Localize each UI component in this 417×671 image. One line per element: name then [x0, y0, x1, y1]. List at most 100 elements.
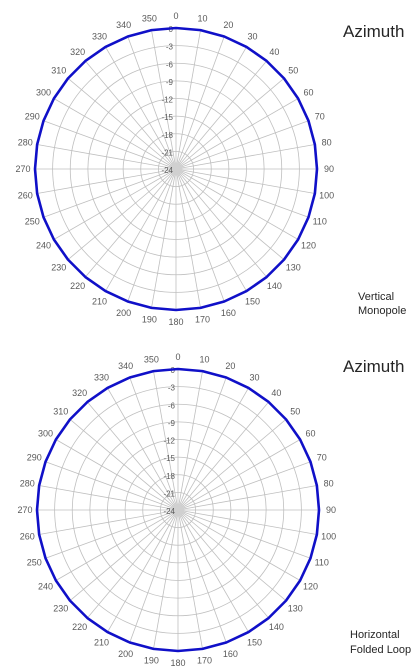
- grid-spoke: [175, 168, 225, 302]
- grid-spoke: [175, 98, 299, 170]
- angle-tick-label: 250: [27, 557, 42, 567]
- pattern-point: [36, 509, 38, 511]
- angle-tick-label: 290: [27, 453, 42, 463]
- pattern-point: [201, 647, 204, 650]
- pattern-point: [299, 438, 302, 441]
- grid-spoke: [105, 46, 177, 170]
- grid-spoke: [175, 120, 309, 170]
- angle-tick-label: 210: [92, 297, 107, 307]
- pattern-point: [86, 401, 89, 403]
- angle-tick-label: 320: [72, 388, 87, 398]
- pattern-point: [52, 238, 55, 241]
- pattern-point: [177, 650, 179, 652]
- grid-spoke: [127, 36, 177, 170]
- angle-tick-label: 90: [324, 164, 334, 174]
- pattern-point: [84, 276, 87, 278]
- radial-tick-labels: 0-3-6-9-12-15-18-21-24: [163, 366, 175, 516]
- angle-tick-label: 280: [20, 478, 35, 488]
- angle-tick-label: 200: [118, 649, 133, 659]
- grid-spoke: [177, 377, 227, 511]
- grid-spoke: [69, 509, 179, 601]
- pattern-point: [283, 258, 285, 261]
- pattern-point: [175, 309, 177, 311]
- pattern-point: [38, 533, 41, 536]
- pattern-point: [313, 143, 316, 146]
- angle-tick-label: 120: [303, 582, 318, 592]
- angle-tick-label: 160: [223, 649, 238, 659]
- radial-tick-label: -12: [161, 96, 173, 105]
- grid-spoke: [55, 439, 179, 511]
- grid-spoke: [177, 387, 249, 511]
- radial-tick-label: -15: [161, 113, 173, 122]
- pattern-point: [245, 45, 248, 48]
- angle-tick-label: 140: [269, 622, 284, 632]
- angle-tick-label: 60: [305, 429, 315, 439]
- radial-tick-label: -6: [168, 401, 176, 410]
- pattern-point: [315, 484, 318, 487]
- angle-tick-label: 20: [225, 361, 235, 371]
- pattern-point: [285, 418, 287, 421]
- pattern-point: [67, 77, 69, 80]
- angle-tick-label: 240: [38, 582, 53, 592]
- pattern-point: [247, 631, 250, 634]
- pattern-point: [223, 35, 226, 38]
- pattern-point: [86, 617, 89, 619]
- grid-spoke: [175, 78, 285, 170]
- radial-tick-label: -3: [168, 384, 176, 393]
- grid-spoke: [151, 30, 177, 170]
- grid-spoke: [175, 46, 247, 170]
- grid-spoke: [177, 461, 311, 511]
- grid-spoke: [177, 419, 287, 511]
- pattern-point: [42, 119, 45, 122]
- angle-tick-label: 220: [72, 622, 87, 632]
- angle-tick-label: 110: [313, 216, 327, 226]
- angle-tick-label: 20: [223, 20, 233, 30]
- angle-tick-label: 160: [221, 308, 236, 318]
- pattern-point: [126, 35, 129, 38]
- angle-tick-label: 50: [288, 66, 298, 76]
- angle-tick-label: 250: [25, 216, 40, 226]
- pattern-point: [313, 192, 316, 195]
- angle-tick-label: 310: [51, 66, 66, 76]
- pattern-point: [36, 143, 39, 146]
- pattern-point: [42, 216, 45, 219]
- antenna-label-line-1: Vertical: [358, 291, 394, 303]
- angle-tick-label: 260: [20, 532, 35, 542]
- angle-tick-label: 220: [70, 281, 85, 291]
- grid-spoke: [175, 144, 315, 170]
- pattern-point: [152, 647, 155, 650]
- pattern-point: [69, 418, 71, 421]
- pattern-point: [106, 386, 109, 389]
- grid-spoke: [67, 78, 177, 170]
- angle-tick-label: 120: [301, 241, 316, 251]
- angle-tick-label: 240: [36, 241, 51, 251]
- pattern-point: [199, 29, 202, 32]
- angle-tick-label: 180: [170, 658, 185, 668]
- angle-tick-label: 180: [168, 317, 183, 327]
- pattern-point: [67, 258, 69, 261]
- angle-tick-label: 330: [94, 372, 109, 382]
- grid-spoke: [175, 168, 309, 218]
- grid-spoke: [55, 509, 179, 581]
- pattern-point: [267, 401, 270, 403]
- grid-spoke: [177, 509, 249, 633]
- grid-spoke: [85, 60, 177, 170]
- pattern-point: [225, 641, 228, 644]
- angle-tick-label: 340: [116, 20, 131, 30]
- pattern-point: [307, 216, 310, 219]
- pattern-point: [318, 509, 320, 511]
- radial-tick-label: -18: [161, 131, 173, 140]
- grid-spoke: [175, 168, 247, 292]
- grid-spoke: [87, 509, 179, 619]
- pattern-point: [34, 168, 36, 170]
- grid-spoke: [175, 60, 267, 170]
- pattern-point: [44, 557, 47, 560]
- pattern-point: [44, 460, 47, 463]
- pattern-point: [69, 599, 71, 602]
- pattern-point: [126, 300, 129, 303]
- grid-spoke: [175, 168, 315, 194]
- grid-spoke: [177, 439, 301, 511]
- angle-tick-label: 0: [173, 11, 178, 21]
- pattern-point: [309, 460, 312, 463]
- pattern-point: [285, 599, 287, 602]
